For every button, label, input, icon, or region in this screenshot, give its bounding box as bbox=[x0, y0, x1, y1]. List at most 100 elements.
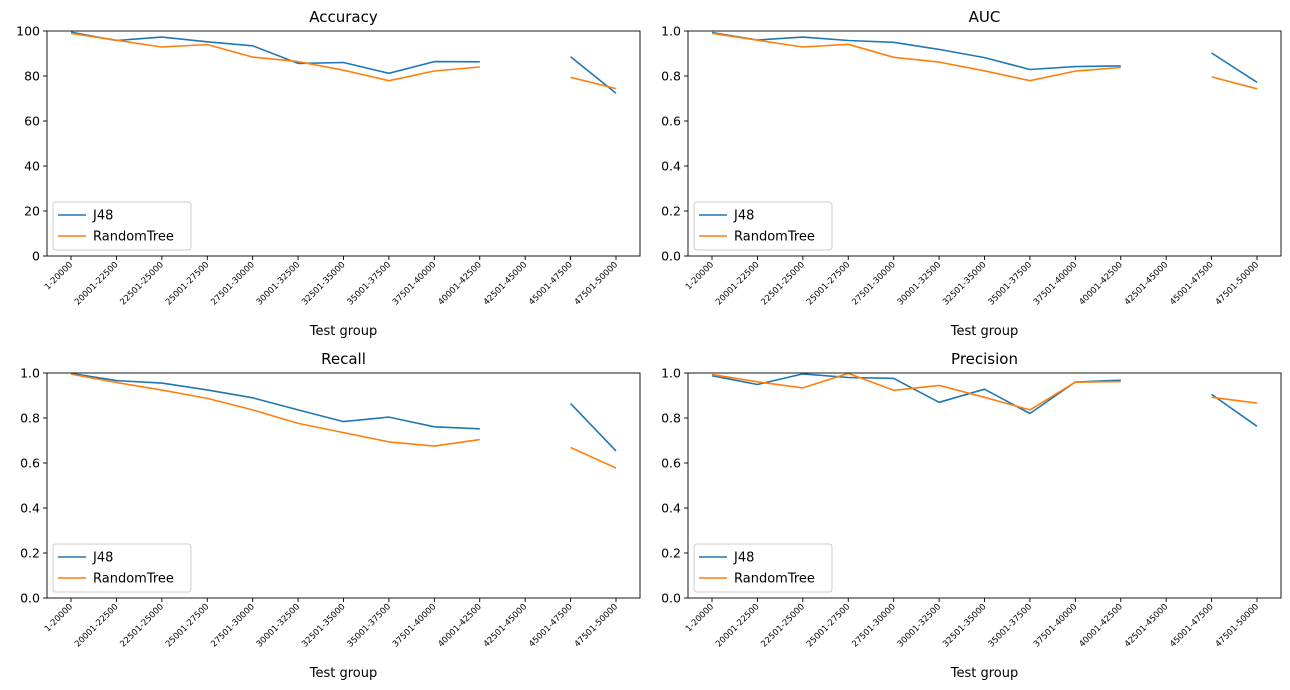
recall-x-tick-label: 40001-42500 bbox=[436, 602, 483, 649]
auc-x-tick-label: 25001-27500 bbox=[805, 260, 852, 307]
precision-x-tick-label: 1-20000 bbox=[684, 602, 716, 634]
accuracy-chart: Accuracy 0 20 40 60 80 100 1-2000020001-2250022… bbox=[16, 8, 641, 339]
precision-x-tick-label: 27501-30000 bbox=[850, 602, 897, 649]
accuracy-x-tick-label: 1-20000 bbox=[43, 260, 75, 292]
recall-x-tick-label: 25001-27500 bbox=[164, 602, 211, 649]
precision-y-tick-label: 0.4 bbox=[661, 501, 681, 516]
auc-x-tick-label: 32501-35000 bbox=[941, 260, 988, 307]
accuracy-y-tick-label: 40 bbox=[24, 159, 40, 174]
recall-legend-label-j48: J48 bbox=[92, 551, 113, 566]
recall-x-tick-label: 42501-45000 bbox=[482, 602, 529, 649]
accuracy-x-tick-label: 47501-50000 bbox=[573, 260, 620, 307]
precision-chart: Precision 0.0 0.2 0.4 0.6 0.8 1.0 1-2000020001-… bbox=[661, 350, 1282, 681]
recall-x-axis-label: Test group bbox=[309, 666, 378, 681]
auc-x-tick-label: 42501-45000 bbox=[1123, 260, 1170, 307]
auc-legend-label-j48: J48 bbox=[733, 209, 754, 224]
accuracy-x-tick-label: 20001-22500 bbox=[73, 260, 120, 307]
precision-y-tick-label: 1.0 bbox=[661, 366, 681, 381]
accuracy-x-tick-label: 22501-25000 bbox=[118, 260, 165, 307]
auc-title: AUC bbox=[969, 8, 1001, 26]
recall-y-tick-label: 0.2 bbox=[20, 546, 40, 561]
recall-x-tick-label: 37501-40000 bbox=[391, 602, 438, 649]
auc-x-tick-label: 45001-47500 bbox=[1168, 260, 1215, 307]
recall-y-tick-label: 0.8 bbox=[20, 411, 40, 426]
auc-chart: AUC0.00.20.40.60.81.01-2000020001-225002… bbox=[661, 8, 1282, 339]
recall-x-tick-label: 1-20000 bbox=[43, 602, 75, 634]
recall-y-tick-label: 0.6 bbox=[20, 456, 40, 471]
accuracy-x-tick-label: 30001-32500 bbox=[255, 260, 302, 307]
recall-x-tick-label: 27501-30000 bbox=[209, 602, 256, 649]
accuracy-x-tick-label: 42501-45000 bbox=[482, 260, 529, 307]
precision-x-tick-label: 22501-25000 bbox=[759, 602, 806, 649]
precision-x-tick-label: 47501-50000 bbox=[1214, 602, 1261, 649]
recall-x-tick-label: 20001-22500 bbox=[73, 602, 120, 649]
recall-series-randomtree-line bbox=[70, 373, 617, 469]
precision-x-tick-label: 25001-27500 bbox=[805, 602, 852, 649]
accuracy-x-axis-label: Test group bbox=[309, 324, 378, 339]
accuracy-series-randomtree-line bbox=[70, 32, 617, 90]
recall-x-tick-label: 30001-32500 bbox=[255, 602, 302, 649]
precision-title: Precision bbox=[951, 350, 1018, 368]
auc-y-tick-label: 0.8 bbox=[661, 69, 681, 84]
recall-x-tick-label: 32501-35000 bbox=[300, 602, 347, 649]
recall-y-tick-label: 1.0 bbox=[20, 366, 40, 381]
accuracy-x-tick-label: 32501-35000 bbox=[300, 260, 347, 307]
recall-y-tick-label: 0.0 bbox=[20, 591, 40, 606]
precision-y-tick-label: 0.8 bbox=[661, 411, 681, 426]
auc-x-tick-label: 37501-40000 bbox=[1032, 260, 1079, 307]
accuracy-legend-label-j48: J48 bbox=[92, 209, 113, 224]
auc-series-randomtree-line bbox=[711, 32, 1258, 90]
auc-x-tick-label: 30001-32500 bbox=[896, 260, 943, 307]
accuracy-x-tick-label: 45001-47500 bbox=[527, 260, 574, 307]
auc-x-tick-label: 20001-22500 bbox=[714, 260, 761, 307]
auc-y-tick-label: 0.0 bbox=[661, 249, 681, 264]
accuracy-x-tick-label: 25001-27500 bbox=[164, 260, 211, 307]
precision-x-tick-label: 37501-40000 bbox=[1032, 602, 1079, 649]
recall-legend-box bbox=[52, 543, 192, 593]
auc-legend: J48 RandomTree bbox=[693, 201, 833, 251]
accuracy-x-tick-label: 35001-37500 bbox=[346, 260, 393, 307]
auc-y-tick-label: 1.0 bbox=[661, 24, 681, 39]
recall-legend: J48 RandomTree bbox=[52, 543, 192, 593]
recall-x-tick-label: 45001-47500 bbox=[527, 602, 574, 649]
recall-x-tick-label: 47501-50000 bbox=[573, 602, 620, 649]
accuracy-legend-box bbox=[52, 201, 192, 251]
precision-x-axis-label: Test group bbox=[950, 666, 1019, 681]
accuracy-y-tick-label: 80 bbox=[24, 69, 40, 84]
precision-y-tick-label: 0.0 bbox=[661, 591, 681, 606]
recall-title: Recall bbox=[321, 350, 366, 368]
accuracy-x-tick-label: 40001-42500 bbox=[436, 260, 483, 307]
auc-x-tick-label: 22501-25000 bbox=[759, 260, 806, 307]
precision-legend-label-j48: J48 bbox=[733, 551, 754, 566]
recall-chart: Recall 0.0 0.2 0.4 0.6 0.8 1.0 1-2000020001-225… bbox=[20, 350, 641, 681]
precision-series-j48-line bbox=[711, 373, 1258, 427]
precision-legend-box bbox=[693, 543, 833, 593]
precision-legend-label-randomtree: RandomTree bbox=[734, 572, 815, 587]
precision-x-tick-label: 45001-47500 bbox=[1168, 602, 1215, 649]
precision-x-tick-label: 20001-22500 bbox=[714, 602, 761, 649]
precision-y-tick-label: 0.6 bbox=[661, 456, 681, 471]
accuracy-title: Accuracy bbox=[309, 8, 378, 26]
accuracy-x-tick-label: 37501-40000 bbox=[391, 260, 438, 307]
auc-x-axis-label: Test group bbox=[950, 324, 1019, 339]
accuracy-legend: J48 RandomTree bbox=[52, 201, 192, 251]
auc-legend-box bbox=[693, 201, 833, 251]
recall-y-tick-label: 0.4 bbox=[20, 501, 40, 516]
precision-x-tick-label: 42501-45000 bbox=[1123, 602, 1170, 649]
precision-x-tick-label: 35001-37500 bbox=[987, 602, 1034, 649]
auc-legend-label-randomtree: RandomTree bbox=[734, 230, 815, 245]
auc-y-tick-label: 0.6 bbox=[661, 114, 681, 129]
accuracy-legend-label-randomtree: RandomTree bbox=[93, 230, 174, 245]
accuracy-y-tick-label: 0 bbox=[32, 249, 40, 264]
auc-y-tick-label: 0.4 bbox=[661, 159, 681, 174]
accuracy-series-j48-line bbox=[70, 31, 617, 94]
accuracy-y-tick-label: 100 bbox=[16, 24, 40, 39]
precision-y-tick-label: 0.2 bbox=[661, 546, 681, 561]
auc-x-tick-label: 1-20000 bbox=[684, 260, 716, 292]
accuracy-x-tick-label: 27501-30000 bbox=[209, 260, 256, 307]
recall-x-tick-label: 22501-25000 bbox=[118, 602, 165, 649]
auc-x-tick-label: 40001-42500 bbox=[1077, 260, 1124, 307]
recall-legend-label-randomtree: RandomTree bbox=[93, 572, 174, 587]
recall-x-tick-label: 35001-37500 bbox=[346, 602, 393, 649]
